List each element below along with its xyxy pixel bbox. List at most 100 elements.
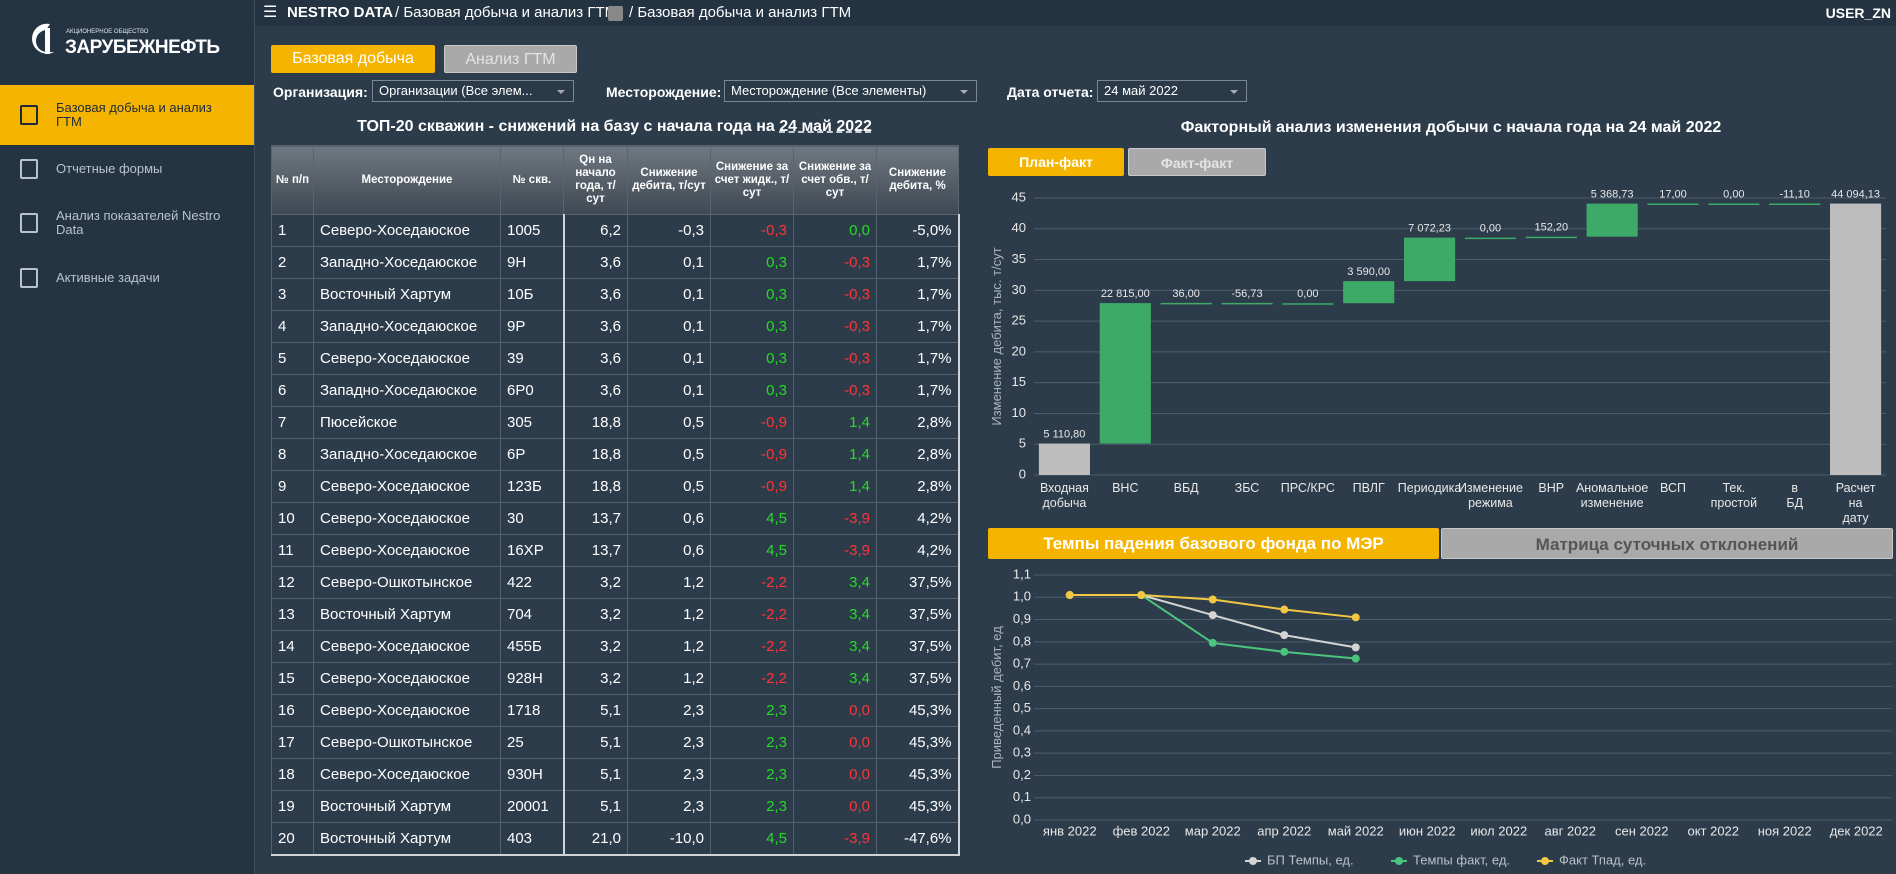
table-row: 14 Северо-Хоседаюское 455Б 3,2 1,2 -2,2 3,4 37,… bbox=[271, 630, 960, 663]
table-cell: 2,3 bbox=[710, 726, 794, 759]
tab[interactable]: План-факт bbox=[988, 148, 1124, 176]
table-cell: 21,0 bbox=[562, 822, 628, 856]
point bbox=[1065, 591, 1074, 600]
table-cell: 4,2% bbox=[876, 502, 960, 535]
table-cell: 2,3 bbox=[627, 758, 711, 791]
value-label: 17,00 bbox=[1659, 188, 1687, 200]
table-row: 7 Пюсейское 305 18,8 0,5 -0,9 1,4 2,8% bbox=[271, 406, 960, 439]
table-cell: -47,6% bbox=[876, 822, 960, 856]
legend-marker bbox=[1541, 857, 1549, 865]
table-cell: -5,0% bbox=[876, 214, 960, 247]
table-cell: 11 bbox=[271, 534, 314, 567]
value-label: 5 110,80 bbox=[1043, 428, 1085, 440]
nav-item[interactable]: Базовая добыча и анализ ГТМ bbox=[0, 85, 254, 145]
table-cell: 403 bbox=[500, 822, 564, 856]
table-cell: 2,3 bbox=[627, 694, 711, 727]
table-row: 10 Северо-Хоседаюское 30 13,7 0,6 4,5 -3,9 4,2% bbox=[271, 502, 960, 535]
table-cell: 3,6 bbox=[562, 374, 628, 407]
table-cell: 704 bbox=[500, 598, 564, 631]
table-cell: 2,8% bbox=[876, 470, 960, 503]
header-cell: Снижение дебита, % bbox=[876, 145, 959, 215]
table-cell: Западно-Хоседаюское bbox=[313, 374, 501, 407]
x-tick-label: Аномальное изменение bbox=[1576, 481, 1648, 510]
bar bbox=[1769, 203, 1821, 206]
sidebar: АКЦИОНЕРНОЕ ОБЩЕСТВО ЗАРУБЕЖНЕФТЬ Базова… bbox=[0, 0, 255, 874]
table-cell: 20 bbox=[271, 822, 314, 856]
breadcrumb[interactable]: / Базовая добыча и анализ ГТМ bbox=[629, 4, 852, 21]
table-row: 5 Северо-Хоседаюское 39 3,6 0,1 0,3 -0,3 1,7% bbox=[271, 342, 960, 375]
table-cell: 2,3 bbox=[710, 790, 794, 823]
bar bbox=[1586, 203, 1638, 237]
table-cell: 3,2 bbox=[562, 662, 628, 695]
table-cell: 13 bbox=[271, 598, 314, 631]
menu-icon[interactable]: ☰ bbox=[263, 4, 278, 21]
table-cell: 0,5 bbox=[627, 406, 711, 439]
table-cell: 123Б bbox=[500, 470, 564, 503]
legend-label: БП Темпы, ед. bbox=[1267, 852, 1354, 867]
table-row: 12 Северо-Ошкотынское 422 3,2 1,2 -2,2 3,4 37,5… bbox=[271, 566, 960, 599]
filter-select[interactable]: Месторождение (Все элементы) bbox=[724, 80, 977, 102]
value-label: 3 590,00 bbox=[1347, 266, 1390, 278]
nav-label: Отчетные формы bbox=[56, 161, 163, 176]
y-tick-label: 0,4 bbox=[1013, 722, 1031, 737]
dropdown-icon[interactable] bbox=[608, 6, 623, 21]
tab[interactable]: Факт-факт bbox=[1128, 148, 1266, 176]
user-name[interactable]: USER_ZN bbox=[1825, 5, 1891, 21]
filter-select[interactable]: 24 май 2022 bbox=[1097, 80, 1247, 102]
bar bbox=[1160, 302, 1212, 305]
nav-item[interactable]: Отчетные формы bbox=[0, 139, 254, 199]
table-row: 19 Восточный Хартум 20001 5,1 2,3 2,3 0,0 45,3% bbox=[271, 790, 960, 823]
table-row: 4 Западно-Хоседаюское 9Р 3,6 0,1 0,3 -0,3 1,7% bbox=[271, 310, 960, 343]
point bbox=[1280, 631, 1289, 640]
x-tick-label: ноя 2022 bbox=[1758, 823, 1812, 838]
table-cell: 1,2 bbox=[627, 630, 711, 663]
table-cell: 5,1 bbox=[562, 758, 628, 791]
header-cell: № п/п bbox=[271, 145, 314, 215]
nav-item[interactable]: Анализ показателей Nestro Data bbox=[0, 193, 254, 253]
table-cell: Северо-Хоседаюское bbox=[313, 758, 501, 791]
y-tick-label: 0,1 bbox=[1013, 789, 1031, 804]
y-axis-title: Изменение дебита, тыс. т/сут bbox=[989, 247, 1004, 425]
table-cell: 3,6 bbox=[562, 310, 628, 343]
app-name[interactable]: NESTRO DATA bbox=[287, 4, 394, 21]
bar bbox=[1830, 203, 1882, 476]
point bbox=[1351, 613, 1360, 622]
value-label: 0,00 bbox=[1480, 223, 1501, 235]
tab[interactable]: Анализ ГТМ bbox=[444, 45, 577, 73]
table-cell: -3,9 bbox=[793, 502, 877, 535]
tab[interactable]: Темпы падения базового фонда по МЭР bbox=[988, 528, 1439, 559]
filter-select[interactable]: Организации (Все элем... bbox=[372, 80, 574, 102]
point bbox=[1137, 591, 1146, 600]
nav-item[interactable]: Активные задачи bbox=[0, 248, 254, 308]
table-cell: Северо-Хоседаюское bbox=[313, 470, 501, 503]
table-cell: 0,1 bbox=[627, 342, 711, 375]
table-cell: 45,3% bbox=[876, 726, 960, 759]
table-cell: -3,9 bbox=[793, 534, 877, 567]
logo-name: ЗАРУБЕЖНЕФТЬ bbox=[65, 37, 220, 58]
breadcrumb[interactable]: / Базовая добыча и анализ ГТМ bbox=[395, 4, 618, 21]
table-cell: Западно-Хоседаюское bbox=[313, 438, 501, 471]
y-tick-label: 45 bbox=[1012, 189, 1026, 204]
y-tick-label: 0 bbox=[1019, 466, 1026, 481]
value-label: 152,20 bbox=[1534, 222, 1568, 234]
table-cell: 4,2% bbox=[876, 534, 960, 567]
table-row: 9 Северо-Хоседаюское 123Б 18,8 0,5 -0,9 1,4 2,8… bbox=[271, 470, 960, 503]
bar bbox=[1708, 203, 1760, 206]
table-cell: 1,7% bbox=[876, 342, 960, 375]
table-cell: 1,2 bbox=[627, 662, 711, 695]
tab[interactable]: Базовая добыча bbox=[271, 45, 435, 73]
table-row: 8 Западно-Хоседаюское 6Р 18,8 0,5 -0,9 1,4 2,8% bbox=[271, 438, 960, 471]
tab[interactable]: Матрица суточных отклонений bbox=[1441, 528, 1893, 559]
table-cell: -2,2 bbox=[710, 630, 794, 663]
y-tick-label: 25 bbox=[1012, 313, 1026, 328]
table-cell: 5,1 bbox=[562, 726, 628, 759]
table-cell: 16 bbox=[271, 694, 314, 727]
y-axis-title: Приведенный дебит, ед bbox=[989, 626, 1004, 769]
table-title-wrap: ТОП-20 скважин - снижений на базу с нача… bbox=[271, 118, 958, 136]
value-label: -11,10 bbox=[1780, 188, 1810, 200]
table-cell: 6Р bbox=[500, 438, 564, 471]
x-tick-label: фев 2022 bbox=[1113, 823, 1170, 838]
table-cell: 4,5 bbox=[710, 502, 794, 535]
table-cell: 422 bbox=[500, 566, 564, 599]
header-cell: Снижение дебита, т/сут bbox=[627, 145, 711, 215]
